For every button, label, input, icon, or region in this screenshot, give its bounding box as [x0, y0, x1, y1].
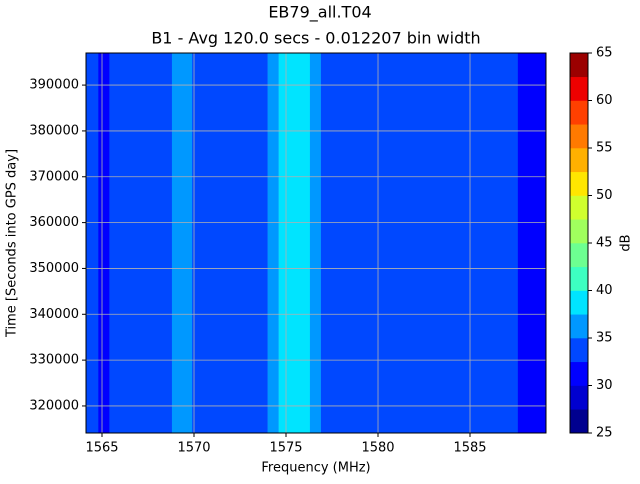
y-axis-label: Time [Seconds into GPS day]	[5, 149, 20, 338]
colorbar-tick-label: 65	[596, 46, 613, 61]
colorbar-swatch	[570, 290, 588, 315]
colorbar-swatch	[570, 338, 588, 363]
colorbar-swatch	[570, 76, 588, 101]
x-axis-label: Frequency (MHz)	[261, 461, 370, 476]
colorbar-tick-label: 60	[596, 93, 613, 108]
y-tick-label: 350000	[29, 261, 79, 276]
chart-subtitle: B1 - Avg 120.0 secs - 0.012207 bin width	[151, 29, 480, 48]
colorbar-label: dB	[619, 234, 634, 251]
heat-cell	[309, 53, 322, 433]
heat-cell	[192, 53, 268, 433]
y-tick-label: 330000	[29, 353, 79, 368]
x-tick-label: 1565	[85, 441, 118, 456]
heat-cell	[109, 53, 173, 433]
y-tick-label: 360000	[29, 215, 79, 230]
y-tick-label: 370000	[29, 169, 79, 184]
colorbar-tick-label: 30	[596, 378, 613, 393]
colorbar-swatch	[570, 124, 588, 149]
colorbar-tick-label: 25	[596, 426, 613, 441]
colorbar-tick-label: 40	[596, 283, 613, 298]
heat-cell	[278, 53, 311, 433]
colorbar-swatch	[570, 100, 588, 125]
colorbar-swatch	[570, 385, 588, 410]
colorbar-swatch	[570, 195, 588, 220]
plot-frame	[85, 52, 547, 434]
colorbar-swatch	[570, 53, 588, 78]
colorbar-swatch	[570, 314, 588, 339]
heat-cell	[98, 53, 110, 433]
colorbar-swatch	[570, 361, 588, 386]
heat-cell	[86, 53, 99, 433]
y-tick-label: 390000	[29, 78, 79, 93]
y-tick-label: 380000	[29, 123, 79, 138]
colorbar-tick-label: 45	[596, 236, 613, 251]
colorbar-swatch	[570, 243, 588, 268]
heat-cell	[517, 53, 547, 433]
colorbar-swatch	[570, 219, 588, 244]
y-tick-label: 320000	[29, 398, 79, 413]
x-tick-label: 1585	[453, 441, 486, 456]
colorbar-swatch	[570, 171, 588, 196]
colorbar-swatch	[570, 148, 588, 173]
x-tick-label: 1580	[361, 441, 394, 456]
colorbar-swatch	[570, 409, 588, 434]
y-tick-label: 340000	[29, 307, 79, 322]
heat-cell	[171, 53, 193, 433]
colorbar-tick-label: 35	[596, 331, 613, 346]
colorbar-tick-label: 55	[596, 141, 613, 156]
colorbar-swatch	[570, 266, 588, 291]
heat-cell	[267, 53, 279, 433]
x-tick-label: 1575	[269, 441, 302, 456]
heat-cell	[320, 53, 519, 433]
colorbar-tick-label: 50	[596, 188, 613, 203]
chart-title: EB79_all.T04	[268, 3, 371, 23]
x-tick-label: 1570	[177, 441, 210, 456]
